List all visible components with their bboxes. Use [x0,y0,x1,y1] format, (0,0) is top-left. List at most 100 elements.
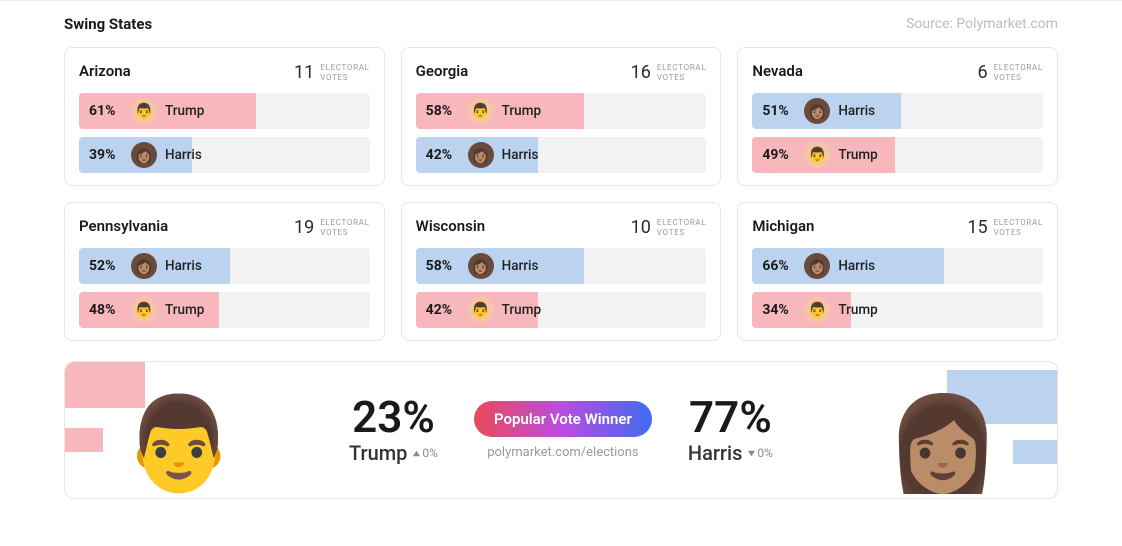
state-name: Arizona [79,62,131,80]
bar-content: 58% 👨 Trump [416,93,707,129]
electoral-votes-number: 19 [294,217,314,238]
electoral-votes: 6 ELECTORALVOTES [977,62,1043,83]
candidate-bar: 58% 👩🏽 Harris [416,248,707,284]
candidate-pct: 39% [89,147,123,163]
decoration [65,428,103,452]
state-name: Nevada [752,62,803,80]
candidate-pct: 61% [89,103,123,119]
state-card-header: Georgia 16ELECTORALVOTES [416,62,707,83]
candidate-pct: 48% [89,302,123,318]
state-name: Pennsylvania [79,217,168,235]
state-card[interactable]: Arizona 11ELECTORALVOTES 61%👨Trump 39% 👩🏽 Har… [64,47,385,186]
source-label: Source: Polymarket.com [906,16,1058,32]
candidate-bar: 61%👨Trump [79,93,370,129]
harris-avatar-icon: 👩🏽 [131,253,157,279]
harris-avatar-icon: 👩🏽 [468,142,494,168]
banner-trump-name: Trump [349,441,407,465]
electoral-votes: 15ELECTORALVOTES [967,217,1043,238]
candidate-pct: 51% [762,103,796,119]
candidate-bar: 66%👩🏽Harris [752,248,1043,284]
state-name: Wisconsin [416,217,485,235]
electoral-votes-label: ELECTORALVOTES [320,63,369,81]
popular-vote-pill[interactable]: Popular Vote Winner [474,401,652,437]
candidate-pct: 58% [426,258,460,274]
candidate-bar: 42% 👩🏽 Harris [416,137,707,173]
bar-content: 48%👨Trump [79,292,370,328]
harris-avatar-icon: 👩🏽 [131,142,157,168]
electoral-votes-label: ELECTORALVOTES [994,218,1043,236]
candidate-name: Trump [502,302,541,318]
candidate-pct: 42% [426,302,460,318]
candidate-name: Harris [502,258,539,274]
candidate-name: Harris [838,103,875,119]
electoral-votes: 16ELECTORALVOTES [631,62,707,83]
candidate-name: Trump [165,302,204,318]
electoral-votes-label: ELECTORALVOTES [320,218,369,236]
candidate-name: Harris [502,147,539,163]
candidate-name: Trump [502,103,541,119]
elections-link[interactable]: polymarket.com/elections [487,445,638,460]
candidate-bar: 39% 👩🏽 Harris [79,137,370,173]
harris-avatar-icon: 👩🏽 [804,98,830,124]
electoral-votes-number: 10 [631,217,651,238]
delta-up-icon: 0% [412,446,438,460]
candidate-pct: 52% [89,258,123,274]
banner-stat-harris: 77% Harris 0% [688,395,773,465]
swing-states-grid: Arizona11ELECTORALVOTES61%👨Trump39%👩🏽Har… [64,47,1058,341]
bar-content: 39% 👩🏽 Harris [79,137,370,173]
state-card[interactable]: Georgia 16ELECTORALVOTES 58% 👨 Trump 42% 👩🏽 Har… [401,47,722,186]
bar-content: 42% 👨 Trump [416,292,707,328]
candidate-name: Harris [838,258,875,274]
state-name: Georgia [416,62,469,80]
state-card-header: Wisconsin 10 ELECTORALVOTES [416,217,707,238]
state-card-header: Arizona 11ELECTORALVOTES [79,62,370,83]
harris-portrait: 👩🏽 [873,368,1013,498]
electoral-votes: 11ELECTORALVOTES [294,62,370,83]
banner-stat-trump: 23% Trump 0% [349,395,438,465]
trump-avatar-icon: 👨 [468,297,494,323]
candidate-bar: 49%👨Trump [752,137,1043,173]
candidate-name: Trump [165,103,204,119]
banner-harris-name: Harris [688,441,743,465]
state-card[interactable]: Michigan15ELECTORALVOTES66%👩🏽Harris34%👨T… [737,202,1058,341]
section-title: Swing States [64,15,152,33]
popular-vote-banner: 👨 👩🏽 23% Trump 0% Popular Vote Winner po… [64,361,1058,499]
state-card-header: Michigan15ELECTORALVOTES [752,217,1043,238]
candidate-name: Harris [165,258,202,274]
electoral-votes: 19 ELECTORALVOTES [294,217,370,238]
trump-avatar-icon: 👨 [804,142,830,168]
state-card-header: Nevada 6 ELECTORALVOTES [752,62,1043,83]
electoral-votes: 10 ELECTORALVOTES [631,217,707,238]
candidate-bar: 42% 👨 Trump [416,292,707,328]
banner-harris-pct: 77% [689,395,772,439]
electoral-votes-label: ELECTORALVOTES [657,218,706,236]
trump-avatar-icon: 👨 [804,297,830,323]
state-card[interactable]: Wisconsin 10 ELECTORALVOTES 58% 👩🏽 Harris 42% 👨… [401,202,722,341]
candidate-bar: 48%👨Trump [79,292,370,328]
bar-content: 66%👩🏽Harris [752,248,1043,284]
state-card-header: Pennsylvania 19 ELECTORALVOTES [79,217,370,238]
candidate-pct: 66% [762,258,796,274]
bar-content: 51% 👩🏽 Harris [752,93,1043,129]
candidate-bar: 52% 👩🏽 Harris [79,248,370,284]
bar-content: 42% 👩🏽 Harris [416,137,707,173]
candidate-pct: 34% [762,302,796,318]
candidate-bar: 51% 👩🏽 Harris [752,93,1043,129]
candidate-bar: 58% 👨 Trump [416,93,707,129]
candidate-bar: 34%👨Trump [752,292,1043,328]
banner-trump-pct: 23% [352,395,435,439]
state-card[interactable]: Nevada 6 ELECTORALVOTES 51% 👩🏽 Harris 49%👨Trum… [737,47,1058,186]
electoral-votes-number: 6 [977,62,987,83]
candidate-name: Harris [165,147,202,163]
bar-content: 58% 👩🏽 Harris [416,248,707,284]
candidate-pct: 58% [426,103,460,119]
trump-portrait: 👨 [109,368,249,498]
delta-down-icon: 0% [747,446,773,460]
trump-avatar-icon: 👨 [468,98,494,124]
state-card[interactable]: Pennsylvania 19 ELECTORALVOTES 52% 👩🏽 Harris 4… [64,202,385,341]
electoral-votes-label: ELECTORALVOTES [657,63,706,81]
harris-avatar-icon: 👩🏽 [468,253,494,279]
decoration [1013,440,1057,464]
candidate-pct: 42% [426,147,460,163]
electoral-votes-label: ELECTORALVOTES [994,63,1043,81]
